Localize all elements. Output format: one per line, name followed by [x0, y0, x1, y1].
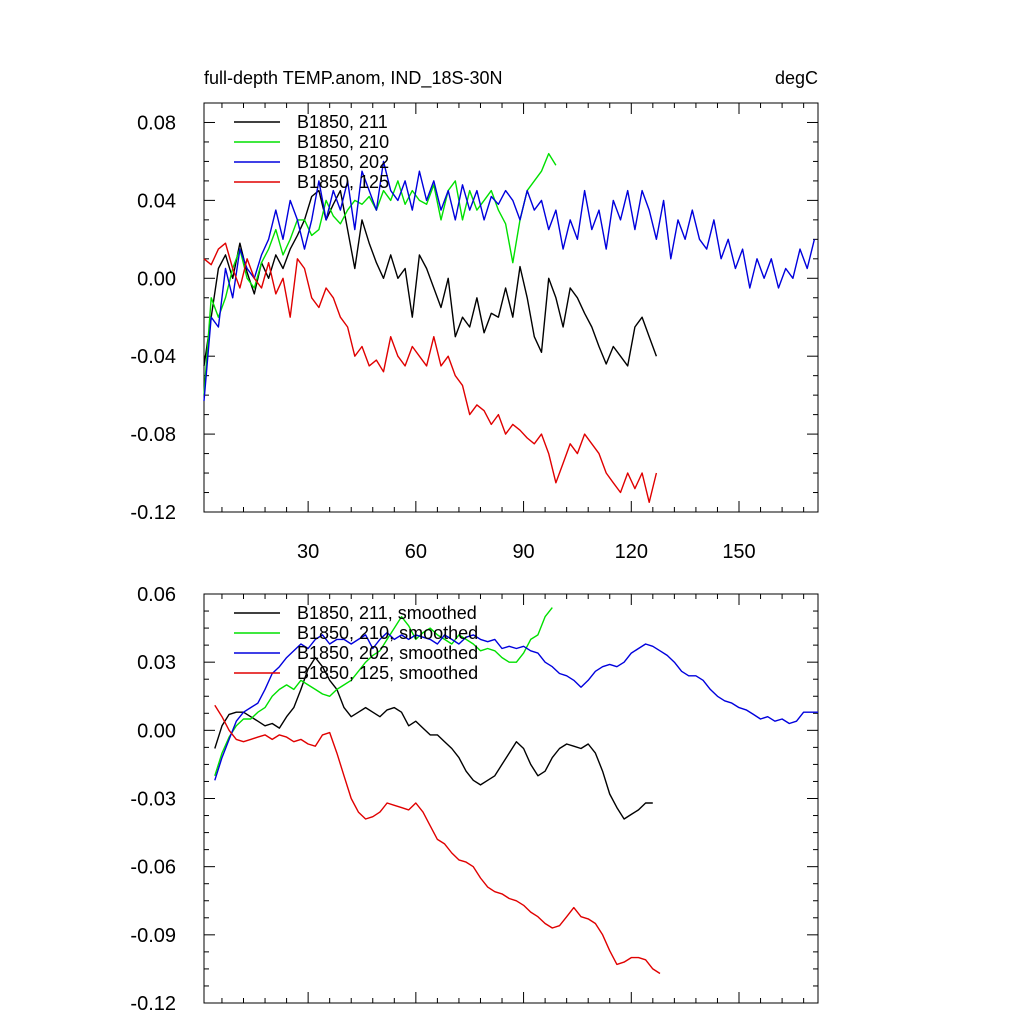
- x-tick-label: 150: [722, 541, 755, 563]
- legend-label: B1850, 211: [297, 112, 388, 132]
- y-tick-label: -0.12: [130, 993, 176, 1015]
- y-tick-label: 0.00: [137, 268, 176, 290]
- series-line: [214, 631, 818, 781]
- chart-title-units: degC: [775, 68, 818, 88]
- y-tick-label: -0.09: [130, 925, 176, 947]
- y-tick-label: -0.12: [130, 502, 176, 524]
- legend-label: B1850, 125, smoothed: [297, 663, 478, 683]
- legend-label: B1850, 210, smoothed: [297, 623, 478, 643]
- series-line: [203, 242, 658, 503]
- bottom-panel: -0.12 -0.09 -0.06 -0.03 0.00 0.03 0.06 B1850, 2…: [130, 584, 819, 1015]
- y-tick-label: 0.03: [137, 652, 176, 674]
- x-tick-label: 60: [405, 541, 427, 563]
- y-tick-label: -0.04: [130, 346, 176, 368]
- y-tick-label: 0.06: [137, 584, 176, 606]
- chart-title-left: full-depth TEMP.anom, IND_18S-30N: [204, 68, 503, 89]
- x-tick-label: 30: [297, 541, 319, 563]
- series-line: [214, 704, 661, 975]
- series-line: [214, 656, 653, 820]
- y-tick-label: 0.00: [137, 720, 176, 742]
- x-tick-label: 120: [615, 541, 648, 563]
- series-line: [214, 607, 553, 777]
- plot-frame: [203, 102, 819, 513]
- y-tick-label: -0.06: [130, 857, 176, 879]
- legend-label: B1850, 125: [297, 172, 389, 192]
- legend-label: B1850, 210: [297, 132, 389, 152]
- legend-label: B1850, 202: [297, 152, 389, 172]
- series-line: [203, 160, 816, 402]
- y-tick-label: 0.08: [137, 112, 176, 134]
- top-panel: -0.12 -0.08 -0.04 0.00 0.04 0.08 30 60 90 120 150 B…: [130, 102, 819, 563]
- x-tick-label: 90: [512, 541, 534, 563]
- y-tick-label: 0.04: [137, 190, 176, 212]
- y-tick-label: -0.03: [130, 789, 176, 811]
- series-line: [203, 152, 557, 396]
- y-tick-label: -0.08: [130, 424, 176, 446]
- series-line: [203, 189, 658, 367]
- legend-label: B1850, 202, smoothed: [297, 643, 478, 663]
- legend-label: B1850, 211, smoothed: [297, 603, 477, 623]
